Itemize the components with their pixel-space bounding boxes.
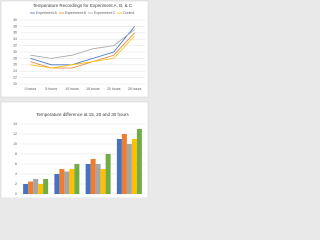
chart-title: Temperature difference at 15, 20 and 30 … xyxy=(36,112,129,117)
y-tick-label: 36 xyxy=(13,31,17,35)
bar xyxy=(59,169,65,194)
line xyxy=(30,26,135,66)
y-tick-label: 6 xyxy=(15,162,17,166)
bar xyxy=(43,179,49,194)
y-tick-label: 28 xyxy=(13,56,17,60)
y-tick-label: 4 xyxy=(15,172,17,176)
page: {"chart_data": [ {"type": "line", "title… xyxy=(0,0,149,198)
bar xyxy=(100,169,106,194)
y-tick-label: 8 xyxy=(15,152,17,156)
y-tick-label: 30 xyxy=(13,50,17,54)
bar xyxy=(74,164,80,194)
x-tick-label: 15 hours xyxy=(86,87,100,91)
y-tick-label: 38 xyxy=(13,24,17,28)
chart-frame xyxy=(0,0,149,98)
y-tick-label: 26 xyxy=(13,63,17,67)
line xyxy=(30,35,135,69)
y-tick-label: 12 xyxy=(13,132,17,136)
y-tick-label: 2 xyxy=(15,182,17,186)
y-tick-label: 24 xyxy=(13,69,17,73)
bar xyxy=(136,129,142,194)
bar xyxy=(28,181,34,194)
legend-label: Experiment A xyxy=(36,11,57,15)
legend-label: Experiment B xyxy=(65,11,87,15)
bar xyxy=(105,154,111,194)
bar xyxy=(90,159,96,194)
x-tick-label: 10 hours xyxy=(65,87,79,91)
bar xyxy=(38,184,44,194)
line xyxy=(30,29,135,59)
x-tick-label: 20 hours xyxy=(107,87,121,91)
chart-title: Temperature Recordings for Experiment A,… xyxy=(33,3,133,8)
bar xyxy=(69,169,75,194)
bar xyxy=(116,139,122,194)
bar xyxy=(54,174,60,194)
bar xyxy=(131,139,137,194)
y-tick-label: 34 xyxy=(13,37,17,41)
bar xyxy=(23,184,29,194)
y-tick-label: 22 xyxy=(13,76,17,80)
legend-label: Experiment C xyxy=(94,11,116,15)
y-tick-label: 20 xyxy=(13,82,17,86)
y-tick-label: 0 xyxy=(15,192,17,196)
y-tick-label: 10 xyxy=(13,142,17,146)
bar xyxy=(126,144,132,194)
bar xyxy=(121,134,127,194)
x-tick-label: 0 hours xyxy=(25,87,37,91)
bar xyxy=(85,164,91,194)
bar xyxy=(33,179,39,194)
bar xyxy=(95,164,101,194)
line xyxy=(30,32,135,69)
y-tick-label: 14 xyxy=(13,122,17,126)
y-tick-label: 32 xyxy=(13,44,17,48)
charts: Temperature Recordings for Experiment A,… xyxy=(0,0,149,198)
x-tick-label: 25 hours xyxy=(128,87,142,91)
bar xyxy=(64,171,70,194)
y-tick-label: 40 xyxy=(13,18,17,22)
legend-label: Control xyxy=(123,11,135,15)
x-tick-label: 5 hours xyxy=(45,87,57,91)
